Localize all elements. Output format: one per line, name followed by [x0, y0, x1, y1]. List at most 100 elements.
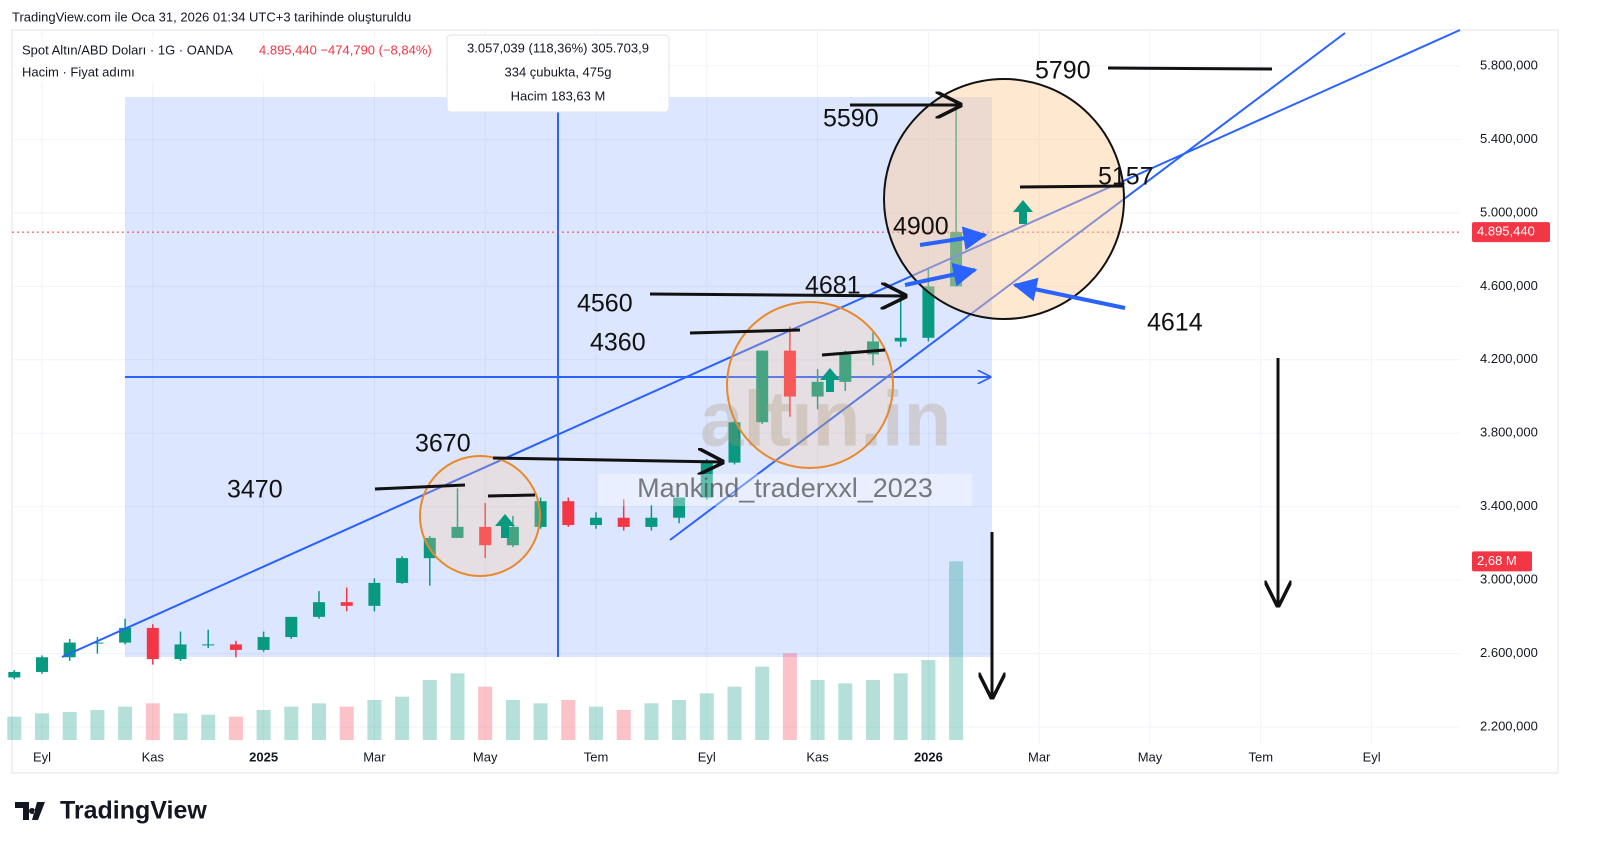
candle-body — [229, 644, 242, 650]
candle-body — [756, 350, 769, 423]
y-tick-label: 3.000,000 — [1480, 572, 1538, 587]
candle-body — [451, 526, 464, 538]
tooltip-line: 3.057,039 (118,36%) 305.703,9 — [467, 40, 649, 55]
y-tick-label: 4.600,000 — [1480, 278, 1538, 293]
volume-bar — [838, 683, 853, 740]
created-note: TradingView.com ile Oca 31, 2026 01:34 U… — [12, 9, 411, 24]
candle-body — [396, 558, 409, 583]
level-line — [1019, 184, 1124, 189]
tooltip-box — [446, 34, 670, 113]
x-tick-label: Eyl — [1363, 749, 1381, 764]
volume-bar — [866, 680, 880, 740]
volume-bar — [7, 716, 22, 740]
volume-bar — [533, 703, 548, 740]
candle-body — [146, 627, 159, 660]
arrow — [904, 262, 978, 287]
level-line — [487, 493, 536, 498]
legend: Spot Altın/ABD Doları · 1G · OANDA 4.895… — [15, 38, 455, 82]
green-arrows — [495, 200, 1033, 538]
signature: Mankind_traderxxl_2023 — [637, 473, 933, 503]
volume-bar — [782, 653, 797, 740]
candle-body — [313, 602, 325, 617]
volume-bar — [367, 700, 382, 740]
footer-logo: TradingView — [15, 797, 207, 825]
trend-line — [61, 29, 1461, 658]
signature-box — [598, 474, 972, 506]
volume-bar — [727, 686, 742, 740]
volume-bar — [201, 714, 216, 740]
volume-bar — [949, 561, 964, 740]
x-tick-label: Mar — [363, 749, 386, 764]
candle-body — [811, 381, 824, 397]
price-change: 4.895,440 −474,790 (−8,84%) — [259, 42, 432, 57]
annotation: 5590 — [823, 105, 879, 133]
chart-frame — [11, 29, 1559, 774]
candle-body — [36, 657, 48, 672]
candle-body — [368, 582, 381, 606]
candle-body — [645, 517, 658, 527]
legend-bg — [15, 38, 455, 82]
volume-bar — [284, 706, 299, 740]
annotation: 4360 — [590, 329, 646, 357]
highlight-circle — [726, 301, 894, 469]
candle-body — [894, 337, 907, 342]
level-line — [689, 328, 801, 335]
volume-bar — [505, 700, 520, 740]
chart-subtitle: Hacim · Fiyat adımı — [22, 64, 135, 79]
y-tick-label: 5.800,000 — [1480, 57, 1538, 72]
tooltip-line: Hacim 183,63 M — [511, 88, 606, 103]
measure-tooltip: 3.057,039 (118,36%) 305.703,9 334 çubukt… — [446, 34, 670, 113]
logo-mark — [15, 802, 45, 820]
watermark: altın.in — [700, 375, 951, 463]
arrow — [492, 458, 722, 462]
x-tick-label: 2026 — [914, 749, 943, 764]
candle-body — [340, 602, 353, 606]
y-tick-label: 3.800,000 — [1480, 425, 1538, 440]
volume-bar — [921, 660, 936, 740]
drawings: altın.in Mankind_traderxxl_2023 5790 5590… — [61, 29, 1461, 697]
candle-body — [257, 637, 270, 650]
y-tick-label: 2.600,000 — [1480, 645, 1538, 660]
grid-layer — [12, 30, 1460, 745]
volume-bar — [312, 703, 326, 740]
candle-body — [783, 350, 796, 397]
x-tick-label: Eyl — [698, 749, 716, 764]
last-price-label: 4.895,440 — [1477, 224, 1535, 239]
x-tick-label: Kas — [142, 749, 165, 764]
volume-bar — [90, 710, 105, 740]
volume-bar — [339, 706, 354, 740]
volume-bar — [228, 716, 243, 740]
arrow — [1012, 277, 1126, 310]
last-price-box — [1472, 222, 1550, 243]
volume-bar — [810, 680, 825, 740]
candle-body — [673, 497, 686, 518]
annotation: 4900 — [893, 213, 949, 241]
level-line — [1107, 66, 1273, 71]
x-tick-label: Mar — [1028, 749, 1051, 764]
volume-label: 2,68 M — [1477, 553, 1517, 568]
up-arrow — [1013, 200, 1033, 224]
volume-bar — [173, 713, 188, 740]
volume-bar — [755, 666, 770, 740]
trend-line — [669, 32, 1346, 541]
candle-body — [839, 354, 852, 382]
candle-body — [590, 517, 602, 526]
annotation: 4560 — [577, 290, 633, 318]
level-line — [374, 483, 466, 491]
chart-title: Spot Altın/ABD Doları · 1G · OANDA — [22, 42, 233, 57]
highlight-circle — [883, 78, 1125, 320]
candle-body — [63, 642, 76, 658]
x-tick-label: Tem — [584, 749, 609, 764]
highlight-circle — [419, 455, 541, 577]
volume-bar — [644, 703, 659, 740]
y-tick-label: 2.200,000 — [1480, 718, 1538, 733]
tooltip-line: 334 çubukta, 475g — [505, 64, 612, 79]
volume-bar — [35, 713, 49, 740]
volume-bar — [672, 700, 687, 740]
annotation: 3470 — [227, 476, 283, 504]
volume-bar — [450, 673, 465, 740]
volume-bar — [145, 703, 160, 740]
candle-body — [506, 526, 519, 546]
